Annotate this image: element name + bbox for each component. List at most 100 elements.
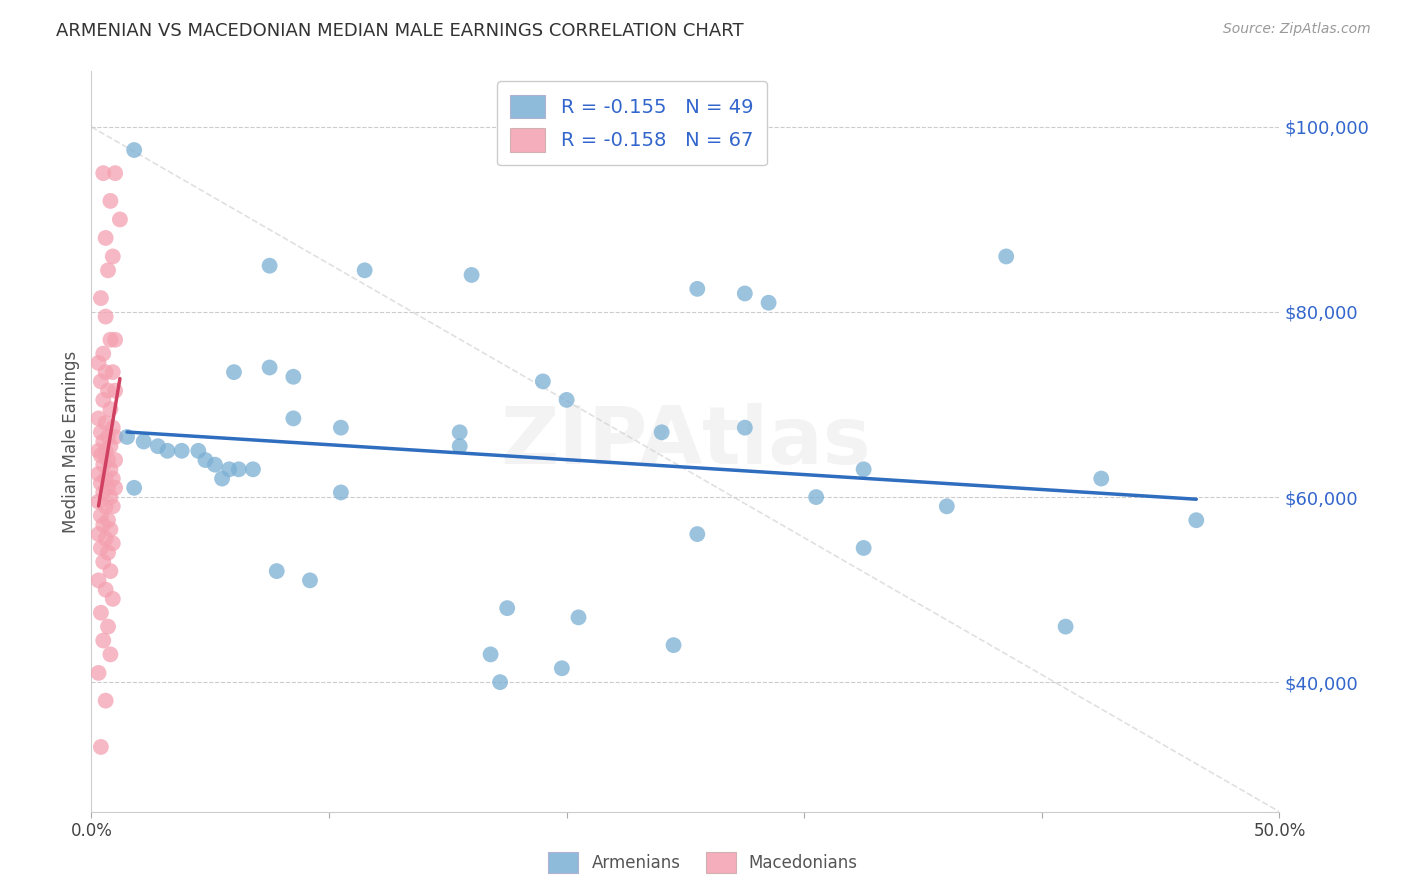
Point — [100, 439, 122, 453]
Point — [1185, 513, 1208, 527]
Point — [90, 449, 112, 463]
Point — [531, 375, 554, 389]
Point — [101, 500, 124, 514]
Text: Source: ZipAtlas.com: Source: ZipAtlas.com — [1223, 22, 1371, 37]
Point — [496, 601, 519, 615]
Point — [90, 425, 112, 440]
Point — [94, 416, 117, 430]
Point — [90, 508, 112, 523]
Point — [479, 648, 502, 662]
Point — [852, 541, 875, 555]
Point — [101, 471, 124, 485]
Point — [94, 443, 117, 458]
Point — [87, 467, 110, 481]
Point — [449, 425, 471, 440]
Point — [758, 295, 780, 310]
Point — [204, 458, 226, 472]
Point — [90, 541, 112, 555]
Point — [852, 462, 875, 476]
Point — [97, 453, 120, 467]
Point — [100, 564, 122, 578]
Point — [995, 249, 1018, 264]
Point — [97, 384, 120, 398]
Point — [298, 574, 321, 588]
Point — [87, 356, 110, 370]
Point — [97, 481, 120, 495]
Legend: Armenians, Macedonians: Armenians, Macedonians — [541, 846, 865, 880]
Point — [87, 574, 110, 588]
Point — [100, 490, 122, 504]
Point — [87, 443, 110, 458]
Point — [353, 263, 375, 277]
Point — [94, 582, 117, 597]
Point — [94, 365, 117, 379]
Point — [228, 462, 250, 476]
Point — [101, 536, 124, 550]
Point — [97, 430, 120, 444]
Y-axis label: Median Male Earnings: Median Male Earnings — [62, 351, 80, 533]
Point — [662, 638, 685, 652]
Text: ZIPAtlas: ZIPAtlas — [501, 402, 870, 481]
Point — [91, 633, 114, 648]
Point — [686, 282, 709, 296]
Point — [90, 739, 112, 754]
Point — [87, 665, 110, 680]
Point — [259, 360, 281, 375]
Point — [100, 523, 122, 537]
Point — [94, 471, 117, 485]
Point — [567, 610, 589, 624]
Point — [94, 231, 117, 245]
Point — [104, 333, 127, 347]
Point — [266, 564, 288, 578]
Point — [91, 485, 114, 500]
Point — [1090, 471, 1112, 485]
Point — [122, 481, 145, 495]
Point — [1054, 619, 1077, 633]
Point — [259, 259, 281, 273]
Point — [489, 675, 512, 690]
Point — [242, 462, 264, 476]
Point — [104, 166, 127, 180]
Point — [187, 443, 209, 458]
Point — [104, 430, 127, 444]
Point — [935, 500, 957, 514]
Point — [211, 471, 233, 485]
Point — [91, 434, 114, 449]
Point — [651, 425, 673, 440]
Point — [460, 268, 482, 282]
Point — [555, 392, 578, 407]
Point — [101, 420, 124, 434]
Point — [94, 532, 117, 546]
Point — [87, 527, 110, 541]
Point — [90, 606, 112, 620]
Point — [101, 365, 124, 379]
Point — [132, 434, 155, 449]
Point — [91, 458, 114, 472]
Point — [90, 476, 112, 491]
Point — [100, 648, 122, 662]
Point — [329, 420, 352, 434]
Point — [97, 263, 120, 277]
Point — [283, 369, 305, 384]
Point — [449, 439, 471, 453]
Point — [104, 453, 127, 467]
Point — [97, 619, 120, 633]
Point — [283, 411, 305, 425]
Point — [100, 462, 122, 476]
Point — [100, 333, 122, 347]
Point — [91, 555, 114, 569]
Point — [101, 249, 124, 264]
Point — [91, 346, 114, 360]
Legend: R = -0.155   N = 49, R = -0.158   N = 67: R = -0.155 N = 49, R = -0.158 N = 67 — [496, 81, 768, 166]
Point — [97, 513, 120, 527]
Point — [97, 545, 120, 560]
Point — [104, 481, 127, 495]
Point — [94, 694, 117, 708]
Point — [100, 194, 122, 208]
Point — [91, 392, 114, 407]
Point — [222, 365, 245, 379]
Point — [90, 291, 112, 305]
Point — [115, 430, 138, 444]
Point — [108, 212, 131, 227]
Point — [87, 494, 110, 508]
